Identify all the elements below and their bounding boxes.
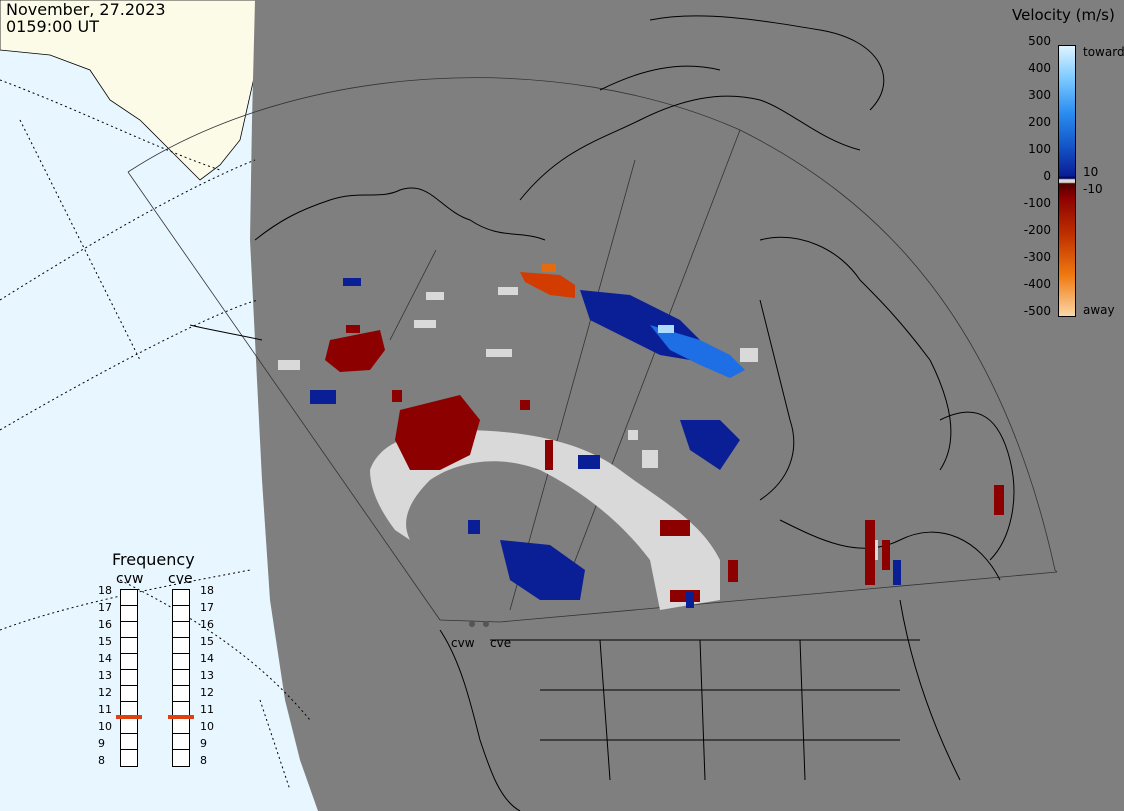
velocity-tick: 500 [1028, 34, 1051, 48]
date-text: November, 27.2023 [6, 0, 166, 19]
frequency-scale-label: 13 [200, 669, 214, 682]
toward-label: toward [1083, 45, 1124, 59]
frequency-cell [121, 606, 137, 622]
cvw-column-label: cvw [116, 571, 144, 587]
cve-frequency-marker [168, 715, 194, 719]
frequency-scale-label: 18 [98, 584, 112, 597]
away-scatter [325, 325, 1004, 602]
frequency-scale-label: 8 [200, 754, 207, 767]
frequency-title: Frequency [112, 550, 195, 569]
frequency-scale-label: 9 [98, 737, 105, 750]
time-text: 0159:00 UT [6, 17, 100, 36]
frequency-cell [121, 654, 137, 670]
frequency-cell [173, 750, 189, 766]
small-neg-label: -10 [1083, 182, 1103, 196]
frequency-cell [121, 750, 137, 766]
cve-frequency-column [172, 589, 190, 767]
cvw-frequency-column [120, 589, 138, 767]
frequency-scale-label: 15 [98, 635, 112, 648]
velocity-tick: 100 [1028, 142, 1051, 156]
radar-site-cvw: cvw [451, 636, 475, 650]
frequency-cell [121, 590, 137, 606]
frequency-scale-label: 10 [98, 720, 112, 733]
frequency-cell [121, 734, 137, 750]
frequency-scale-label: 17 [200, 601, 214, 614]
frequency-cell [121, 670, 137, 686]
velocity-colorbar [1058, 45, 1076, 317]
frequency-cell [173, 606, 189, 622]
fast-toward-scatter [650, 325, 745, 378]
frequency-scale-label: 12 [98, 686, 112, 699]
frequency-scale-label: 13 [98, 669, 112, 682]
night-region [250, 0, 1124, 811]
frequency-cell [173, 734, 189, 750]
frequency-cell [173, 718, 189, 734]
frequency-scale-label: 16 [200, 618, 214, 631]
frequency-scale-label: 12 [200, 686, 214, 699]
date-label: November, 27.2023 0159:00 UT [6, 1, 166, 35]
frequency-cell [173, 590, 189, 606]
frequency-cell [173, 622, 189, 638]
frequency-scale-label: 9 [200, 737, 207, 750]
frequency-scale-label: 18 [200, 584, 214, 597]
velocity-legend-title: Velocity (m/s) [1012, 6, 1115, 24]
frequency-cell [121, 686, 137, 702]
cve-column-label: cve [168, 571, 193, 587]
velocity-tick: -300 [1023, 250, 1051, 264]
velocity-tick: 400 [1028, 61, 1051, 75]
frequency-scale-label: 15 [200, 635, 214, 648]
frequency-cell [121, 622, 137, 638]
frequency-cell [121, 718, 137, 734]
frequency-cell [121, 638, 137, 654]
velocity-tick: 0 [1043, 169, 1051, 183]
frequency-scale-label: 14 [200, 652, 214, 665]
velocity-tick: -400 [1023, 277, 1051, 291]
radar-site-cve: cve [490, 636, 512, 650]
velocity-tick: -200 [1023, 223, 1051, 237]
fov-outline [127, 77, 1058, 623]
frequency-cell [173, 654, 189, 670]
velocity-tick: 300 [1028, 88, 1051, 102]
away-label: away [1083, 303, 1115, 317]
frequency-scale-label: 10 [200, 720, 214, 733]
velocity-tick: -500 [1023, 304, 1051, 318]
velocity-tick: 200 [1028, 115, 1051, 129]
frequency-scale-label: 17 [98, 601, 112, 614]
frequency-cell [173, 670, 189, 686]
frequency-cell [173, 686, 189, 702]
frequency-scale-label: 8 [98, 754, 105, 767]
frequency-scale-label: 16 [98, 618, 112, 631]
frequency-scale-label: 14 [98, 652, 112, 665]
small-pos-label: 10 [1083, 165, 1099, 179]
fast-away-scatter [520, 264, 575, 298]
coastlines [189, 15, 1015, 811]
frequency-cell [173, 638, 189, 654]
frequency-scale-label: 11 [200, 703, 214, 716]
radar-site-markers [469, 621, 489, 627]
velocity-tick: -100 [1023, 196, 1051, 210]
cvw-frequency-marker [116, 715, 142, 719]
frequency-scale-label: 11 [98, 703, 112, 716]
